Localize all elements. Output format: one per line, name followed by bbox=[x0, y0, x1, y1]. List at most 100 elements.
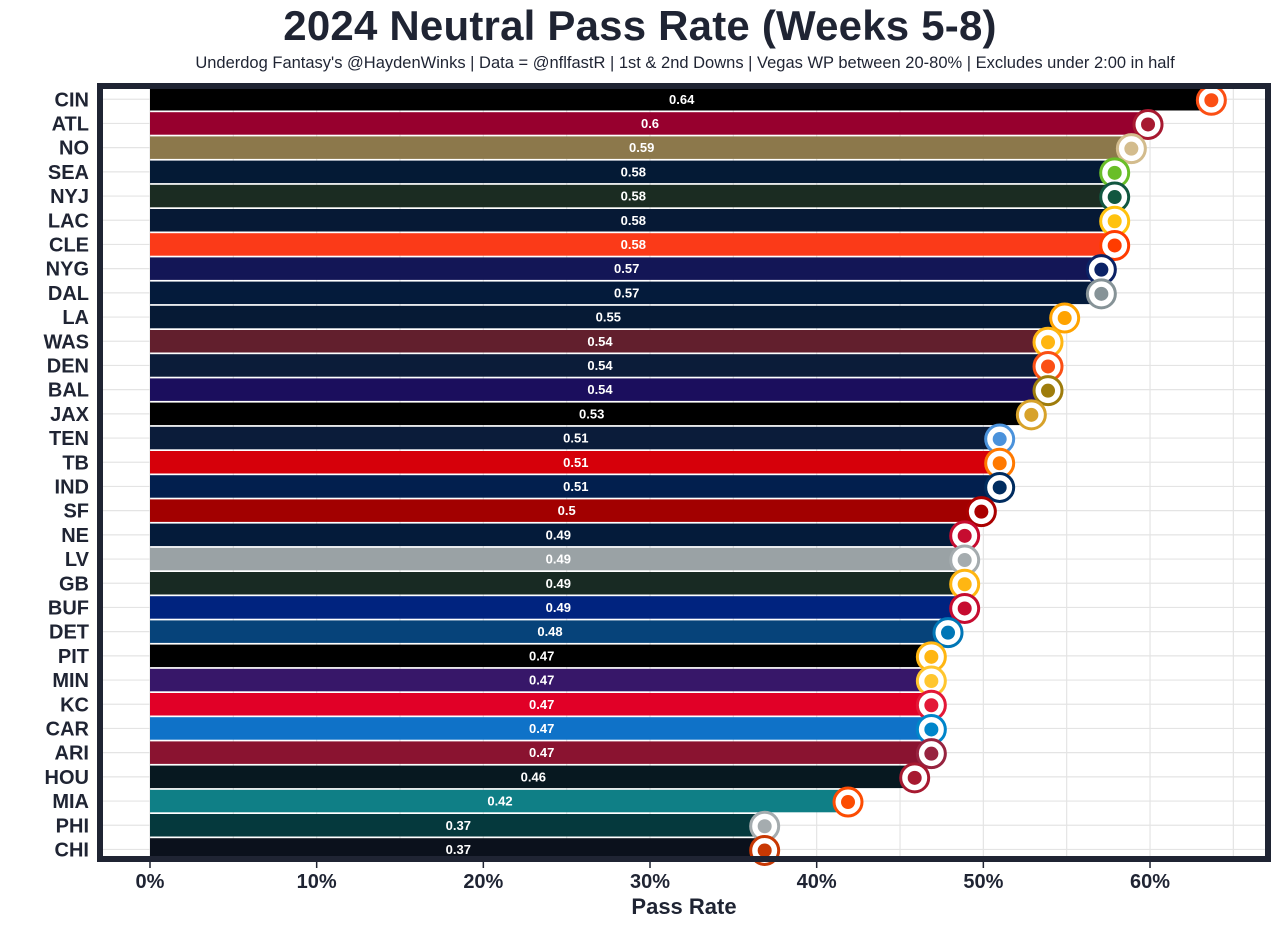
bar-cin bbox=[150, 88, 1214, 111]
team-label-buf: BUF bbox=[48, 597, 89, 619]
data-label-hou: 0.46 bbox=[521, 769, 546, 784]
data-label-dal: 0.57 bbox=[614, 285, 639, 300]
team-label-nyg: NYG bbox=[46, 259, 89, 281]
team-logos bbox=[749, 84, 1227, 866]
data-label-det: 0.48 bbox=[537, 624, 562, 639]
data-label-nyj: 0.58 bbox=[621, 189, 646, 204]
cardinals-logo-icon bbox=[915, 738, 947, 770]
team-label-nyj: NYJ bbox=[50, 186, 89, 208]
data-label-tb: 0.51 bbox=[563, 455, 588, 470]
bar-den bbox=[150, 354, 1051, 377]
data-label-lv: 0.49 bbox=[546, 552, 571, 567]
x-tick-label: 40% bbox=[797, 871, 837, 893]
x-tick-label: 0% bbox=[136, 871, 165, 893]
bar-det bbox=[150, 620, 951, 643]
cowboys-logo-icon bbox=[1085, 278, 1117, 310]
team-label-sf: SF bbox=[63, 501, 89, 523]
bengals-logo-icon bbox=[1195, 84, 1227, 116]
bar-lac bbox=[150, 209, 1117, 232]
team-label-ne: NE bbox=[61, 525, 89, 547]
bar-cle bbox=[150, 233, 1117, 256]
data-label-cin: 0.64 bbox=[669, 92, 695, 107]
giants-logo-icon bbox=[1085, 254, 1117, 286]
data-label-buf: 0.49 bbox=[546, 600, 571, 615]
data-label-den: 0.54 bbox=[587, 358, 613, 373]
x-tick-label: 50% bbox=[963, 871, 1003, 893]
saints-logo-icon bbox=[1115, 133, 1147, 165]
ravens-logo-icon bbox=[1032, 375, 1064, 407]
commanders-logo-icon bbox=[1032, 326, 1064, 358]
bar-la bbox=[150, 305, 1067, 329]
plot-panel-border bbox=[97, 83, 1271, 862]
x-tick-label: 20% bbox=[463, 871, 503, 893]
bar-ten bbox=[150, 426, 1002, 450]
bar-ari bbox=[150, 741, 934, 764]
browns-logo-icon bbox=[1099, 229, 1131, 261]
team-label-lv: LV bbox=[65, 549, 90, 571]
data-label-pit: 0.47 bbox=[529, 648, 554, 663]
data-label-cle: 0.58 bbox=[621, 237, 646, 252]
x-tick-label: 30% bbox=[630, 871, 670, 893]
bar-lv bbox=[150, 547, 967, 571]
team-label-hou: HOU bbox=[45, 767, 89, 789]
rams-logo-icon bbox=[1049, 302, 1081, 334]
team-label-bal: BAL bbox=[48, 380, 89, 402]
team-label-no: NO bbox=[59, 138, 89, 160]
data-label-atl: 0.6 bbox=[641, 116, 659, 131]
vikings-logo-icon bbox=[915, 665, 947, 697]
x-axis-title: Pass Rate bbox=[631, 894, 736, 919]
data-label-ten: 0.51 bbox=[563, 431, 588, 446]
bar-bal bbox=[150, 378, 1051, 401]
bills-logo-icon bbox=[949, 592, 981, 624]
buccaneers-logo-icon bbox=[984, 447, 1016, 479]
chargers-logo-icon bbox=[1099, 205, 1131, 237]
colts-logo-icon bbox=[984, 471, 1016, 503]
texans-logo-icon bbox=[899, 762, 931, 794]
data-label-min: 0.47 bbox=[529, 673, 554, 688]
team-label-cle: CLE bbox=[49, 234, 89, 256]
dolphins-logo-icon bbox=[832, 786, 864, 818]
jaguars-logo-icon bbox=[1015, 399, 1047, 431]
team-label-ten: TEN bbox=[49, 428, 89, 450]
bar-sea bbox=[150, 160, 1117, 184]
seahawks-logo-icon bbox=[1099, 157, 1131, 189]
chart-subtitle: Underdog Fantasy's @HaydenWinks | Data =… bbox=[195, 54, 1175, 72]
team-label-min: MIN bbox=[52, 670, 89, 692]
team-label-dal: DAL bbox=[48, 283, 89, 305]
jets-logo-icon bbox=[1099, 181, 1131, 213]
data-label-ne: 0.49 bbox=[546, 527, 571, 542]
bar-was bbox=[150, 330, 1051, 353]
data-label-jax: 0.53 bbox=[579, 406, 604, 421]
falcons-logo-icon bbox=[1132, 108, 1164, 140]
bar-gb bbox=[150, 572, 967, 595]
team-label-atl: ATL bbox=[52, 113, 89, 135]
team-label-ari: ARI bbox=[55, 743, 89, 765]
team-label-tb: TB bbox=[62, 452, 89, 474]
data-label-mia: 0.42 bbox=[487, 794, 512, 809]
bar-chi bbox=[150, 838, 767, 861]
bar-kc bbox=[150, 693, 934, 716]
bar-nyg bbox=[150, 257, 1104, 280]
bar-car bbox=[150, 717, 934, 740]
data-label-no: 0.59 bbox=[629, 140, 654, 155]
team-label-lac: LAC bbox=[48, 210, 89, 232]
chart-title: 2024 Neutral Pass Rate (Weeks 5-8) bbox=[283, 2, 997, 49]
bar-min bbox=[150, 668, 934, 692]
lions-logo-icon bbox=[932, 617, 964, 649]
49ers-logo-icon bbox=[965, 496, 997, 528]
data-label-lac: 0.58 bbox=[621, 213, 646, 228]
bar-ind bbox=[150, 475, 1002, 498]
bar-tb bbox=[150, 451, 1002, 474]
bar-no bbox=[150, 136, 1134, 159]
team-label-phi: PHI bbox=[56, 815, 89, 837]
data-label-sea: 0.58 bbox=[621, 164, 646, 179]
x-tick-label: 60% bbox=[1130, 871, 1170, 893]
bar-atl bbox=[150, 112, 1151, 135]
bar-buf bbox=[150, 596, 967, 619]
bar-nyj bbox=[150, 184, 1117, 208]
team-label-pit: PIT bbox=[58, 646, 89, 668]
team-label-la: LA bbox=[62, 307, 89, 329]
data-label-kc: 0.47 bbox=[529, 697, 554, 712]
bar-phi bbox=[150, 814, 767, 837]
